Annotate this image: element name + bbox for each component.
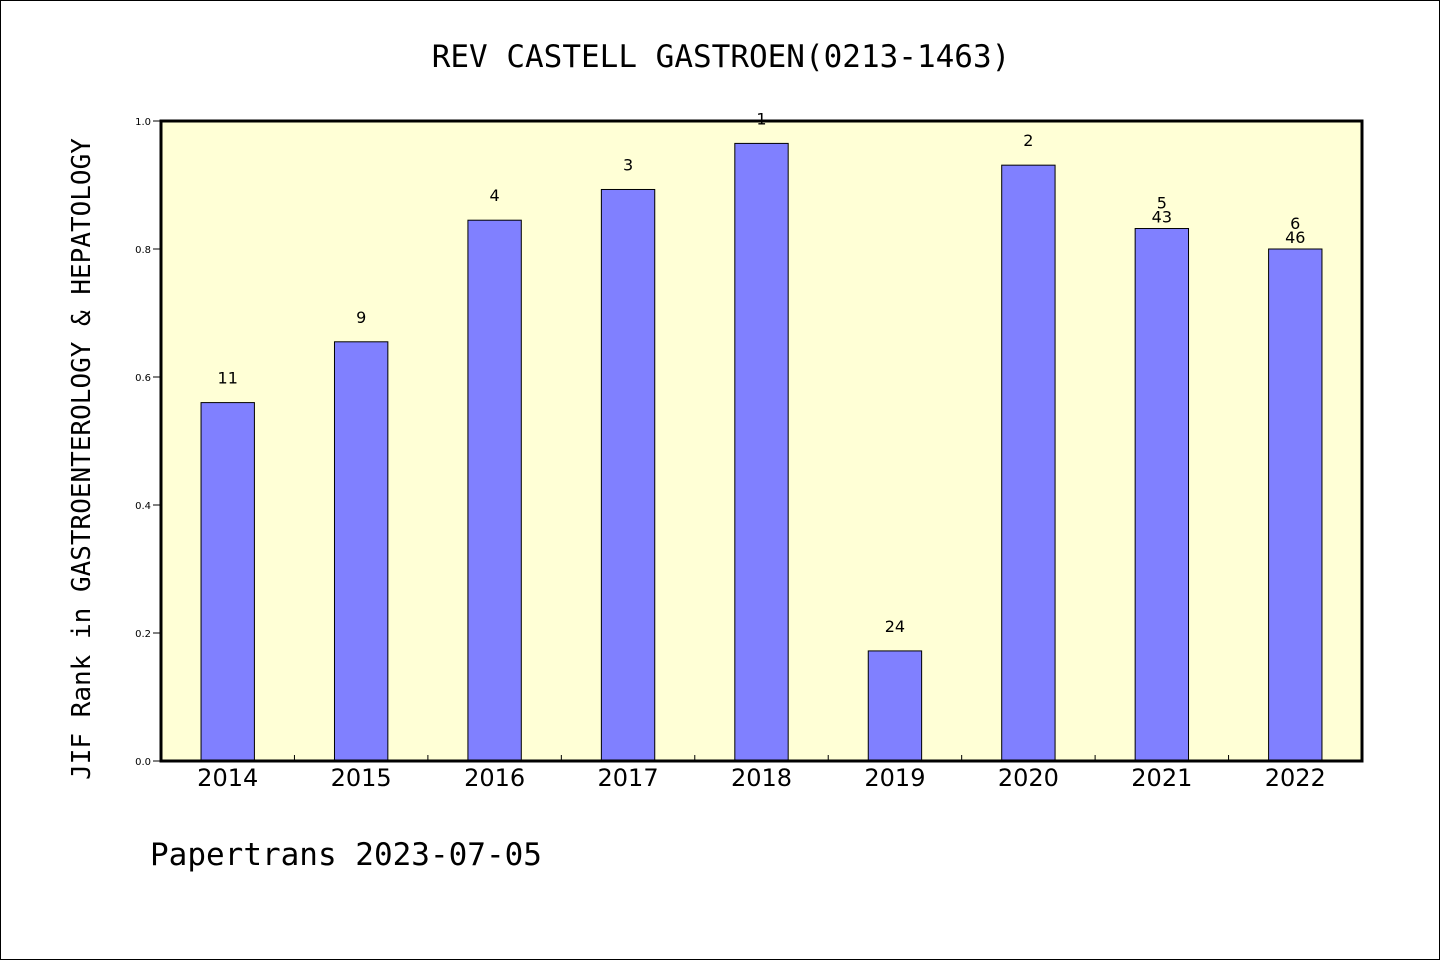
bar-rank-label: 6 xyxy=(1290,214,1300,233)
plot-area: 0.0 0.2 0.4 0.6 0.8 1.0 2014 2015 2016 2017 2018 20… xyxy=(135,109,1364,792)
bar-2019 xyxy=(867,650,923,762)
bar-total-label: 46 xyxy=(1285,228,1305,247)
y-tick-label: 0.2 xyxy=(135,629,151,640)
bar-rank-label: 11 xyxy=(218,369,238,388)
y-tick-label: 0.8 xyxy=(135,245,151,256)
x-tick-label: 2018 xyxy=(731,764,792,792)
bar-rank-label: 9 xyxy=(356,308,366,327)
chart-title: REV CASTELL GASTROEN(0213-1463) xyxy=(432,39,1011,75)
x-tick-label: 2015 xyxy=(331,764,392,792)
x-tick-label: 2017 xyxy=(598,764,659,792)
bar-total-label: 43 xyxy=(1152,208,1172,227)
x-tick-label: 2019 xyxy=(864,764,925,792)
x-tick-label: 2022 xyxy=(1265,764,1326,792)
bar-2022 xyxy=(1268,248,1323,762)
y-tick-label: 1.0 xyxy=(135,117,151,128)
bar-2020 xyxy=(1001,164,1056,762)
bar-rank-label: 1 xyxy=(756,109,766,128)
bar-rank-label: 4 xyxy=(490,186,500,205)
y-tick-label: 0.6 xyxy=(135,373,151,384)
bar-rank-label: 3 xyxy=(623,155,633,174)
bar-2015 xyxy=(333,341,389,762)
bar-2014 xyxy=(200,402,255,762)
plot-border xyxy=(159,119,1364,763)
y-tick-label: 0.4 xyxy=(135,501,151,512)
x-tick-label: 2021 xyxy=(1131,764,1192,792)
bar-rank-label: 24 xyxy=(885,617,905,636)
bar-2021 xyxy=(1134,228,1190,762)
y-axis-label: JIF Rank in GASTROENTEROLOGY & HEPATOLOG… xyxy=(67,138,97,780)
bar-2017 xyxy=(600,188,656,762)
bar-rank-label: 5 xyxy=(1157,194,1167,213)
bar-2018 xyxy=(734,142,789,762)
y-tick-label: 0.0 xyxy=(135,757,151,768)
bar-rank-label: 2 xyxy=(1023,131,1033,150)
x-tick-label: 2020 xyxy=(998,764,1059,792)
bar-2016 xyxy=(467,219,522,762)
x-tick-label: 2014 xyxy=(197,764,258,792)
footer-text: Papertrans 2023-07-05 xyxy=(150,837,542,873)
x-tick-label: 2016 xyxy=(464,764,525,792)
